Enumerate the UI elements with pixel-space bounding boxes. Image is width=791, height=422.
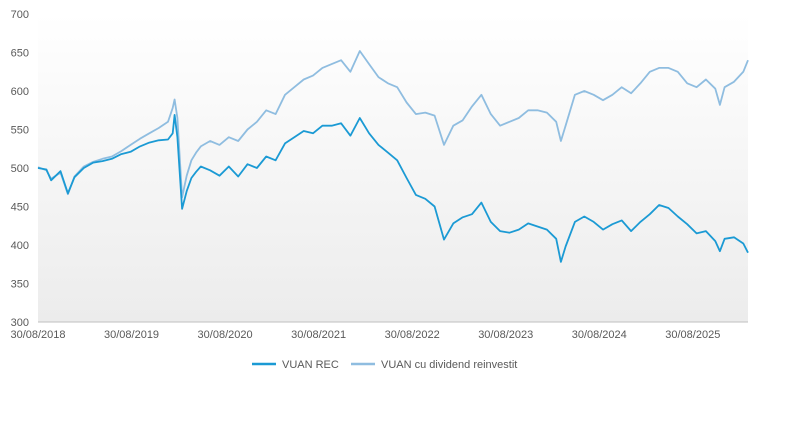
series-lines: [37, 50, 749, 263]
series-line-vuan-rec: [37, 114, 749, 263]
y-tick-label: 450: [11, 202, 29, 214]
y-tick-label: 500: [11, 163, 29, 175]
y-tick-label: 300: [11, 317, 29, 329]
legend: VUAN REC VUAN cu dividend reinvestit: [252, 359, 517, 371]
legend-label-vuan-reinvest: VUAN cu dividend reinvestit: [381, 359, 517, 371]
y-axis: 700 650 600 550 500 450 400 350 300: [11, 9, 29, 329]
series-line-vuan-reinvest: [37, 50, 749, 199]
legend-label-vuan-rec: VUAN REC: [282, 359, 339, 371]
x-tick-label: 30/08/2024: [572, 329, 627, 341]
x-tick-label: 30/08/2022: [385, 329, 440, 341]
x-tick-label: 30/08/2023: [478, 329, 533, 341]
y-tick-label: 600: [11, 86, 29, 98]
x-axis: 30/08/2018 30/08/2019 30/08/2020 30/08/2021…: [10, 321, 748, 341]
x-tick-label: 30/08/2020: [198, 329, 253, 341]
plot-area-background: [38, 14, 748, 322]
y-tick-label: 650: [11, 48, 29, 60]
y-tick-label: 700: [11, 9, 29, 21]
y-tick-label: 350: [11, 279, 29, 291]
x-tick-label: 30/08/2018: [10, 329, 65, 341]
y-tick-label: 550: [11, 125, 29, 137]
x-tick-label: 30/08/2025: [665, 329, 720, 341]
x-tick-label: 30/08/2019: [104, 329, 159, 341]
y-tick-label: 400: [11, 240, 29, 252]
x-tick-label: 30/08/2021: [291, 329, 346, 341]
